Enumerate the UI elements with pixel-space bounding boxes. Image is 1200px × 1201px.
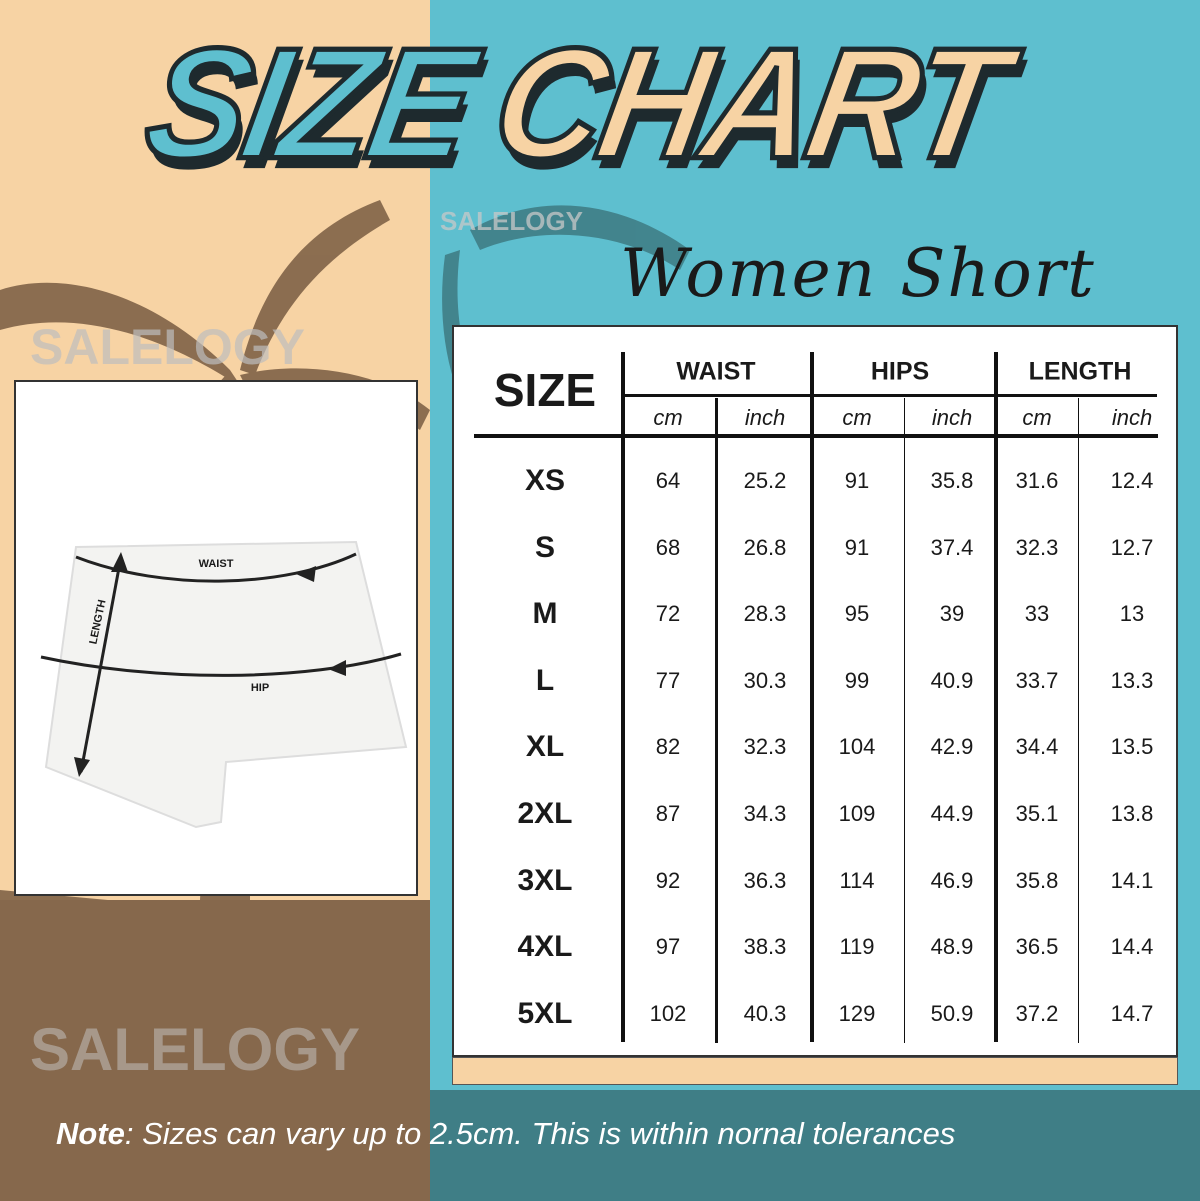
table-cell: 12.7: [1110, 534, 1154, 560]
table-cell: 37.4: [930, 534, 974, 560]
table-cell: 46.9: [930, 867, 974, 893]
table-cell: 33: [1024, 601, 1050, 627]
watermark: SALELOGY: [440, 206, 584, 236]
table-cell: 33.7: [1015, 667, 1059, 693]
size-label: L: [535, 663, 555, 697]
column-divider: [715, 398, 718, 1043]
header-divider: [474, 434, 1158, 438]
table-cell: 13.8: [1110, 801, 1154, 826]
shorts-illustration-icon: [40, 540, 408, 829]
table-cell: 14.7: [1110, 1000, 1154, 1026]
table-cell: 34.3: [743, 801, 787, 826]
watermark-bottom: SALELOGY: [30, 1016, 361, 1083]
table-cell: 44.9: [930, 801, 974, 826]
shorts-diagram: WAIST LENGTH HIP: [14, 380, 418, 896]
table-cell: 39: [939, 601, 965, 627]
size-label: XL: [525, 730, 565, 764]
table-cell: 36.5: [1015, 934, 1059, 960]
unit-header: cm: [653, 405, 683, 430]
hip-label: HIP: [250, 682, 270, 694]
table-cell: 129: [838, 1000, 876, 1026]
table-cell: 35.1: [1015, 801, 1059, 826]
unit-header: cm: [1022, 405, 1052, 430]
unit-header: inch: [744, 405, 786, 430]
group-header-divider: [622, 394, 1157, 397]
column-divider: [904, 398, 905, 1043]
note-text: : Sizes can vary up to 2.5cm. This is wi…: [124, 1116, 956, 1151]
table-cell: 91: [844, 534, 870, 560]
table-cell: 104: [838, 734, 876, 760]
unit-header: inch: [1111, 405, 1153, 430]
table-cell: 40.9: [930, 667, 974, 693]
table-cell: 92: [655, 867, 681, 893]
table-cell: 34.4: [1015, 734, 1059, 760]
subtitle: Women Short: [620, 235, 1096, 312]
table-cell: 87: [655, 801, 681, 826]
table-cell: 32.3: [743, 734, 787, 760]
table-cell: 38.3: [743, 934, 787, 960]
table-cell: 114: [839, 867, 875, 893]
table-cell: 77: [655, 667, 681, 693]
size-table: SIZE WAIST HIPS LENGTH cm inch cm inch cm inch XS 6…: [452, 325, 1178, 1057]
table-cell: 50.9: [930, 1000, 974, 1026]
table-cell: 25.2: [743, 468, 787, 493]
table-cell: 82: [655, 734, 681, 760]
table-cell: 31.6: [1015, 468, 1059, 493]
column-divider: [621, 352, 625, 1042]
table-cell: 13.3: [1110, 667, 1154, 693]
size-column-header: SIZE: [493, 364, 597, 416]
table-footer-strip: [452, 1057, 1178, 1085]
table-cell: 35.8: [1015, 867, 1059, 893]
note: Note: Sizes can vary up to 2.5cm. This i…: [56, 1116, 955, 1152]
table-cell: 14.4: [1110, 934, 1154, 960]
table-cell: 95: [844, 601, 870, 627]
table-cell: 26.8: [743, 534, 787, 560]
background-dark-teal: [430, 1090, 1200, 1201]
table-cell: 37.2: [1015, 1000, 1059, 1026]
table-cell: 109: [838, 801, 876, 826]
table-cell: 35.8: [930, 468, 974, 493]
group-header: LENGTH: [1028, 357, 1132, 386]
table-cell: 102: [649, 1000, 687, 1026]
size-label: 4XL: [517, 930, 573, 964]
table-cell: 28.3: [743, 601, 787, 627]
group-header: HIPS: [870, 357, 930, 386]
table-cell: 64: [655, 468, 681, 493]
table-cell: 119: [839, 934, 875, 960]
size-label: 3XL: [517, 863, 573, 897]
size-label: 2XL: [517, 797, 573, 830]
size-label: 5XL: [517, 996, 573, 1030]
table-cell: 12.4: [1110, 468, 1154, 493]
size-label: M: [532, 597, 558, 631]
table-cell: 68: [655, 534, 681, 560]
waist-label: WAIST: [198, 558, 234, 570]
watermark-table: SALELOGY: [30, 319, 306, 375]
table-cell: 42.9: [930, 734, 974, 760]
unit-header: cm: [842, 405, 872, 430]
table-cell: 14.1: [1110, 867, 1154, 893]
table-cell: 99: [844, 667, 870, 693]
table-cell: 72: [655, 601, 681, 627]
table-cell: 13.5: [1110, 734, 1154, 760]
size-label: XS: [524, 464, 566, 497]
table-cell: 13: [1119, 601, 1145, 627]
unit-header: inch: [931, 405, 973, 430]
group-header: WAIST: [676, 357, 756, 386]
column-divider: [994, 352, 998, 1042]
column-divider: [810, 352, 814, 1042]
size-label: S: [534, 530, 556, 564]
table-cell: 40.3: [743, 1000, 787, 1026]
table-cell: 91: [844, 468, 870, 493]
table-cell: 30.3: [743, 667, 787, 693]
table-cell: 36.3: [743, 867, 787, 893]
table-cell: 48.9: [930, 934, 974, 960]
table-cell: 97: [655, 934, 681, 960]
note-label: Note: [56, 1116, 125, 1151]
column-divider: [1078, 398, 1079, 1043]
table-cell: 32.3: [1015, 534, 1059, 560]
